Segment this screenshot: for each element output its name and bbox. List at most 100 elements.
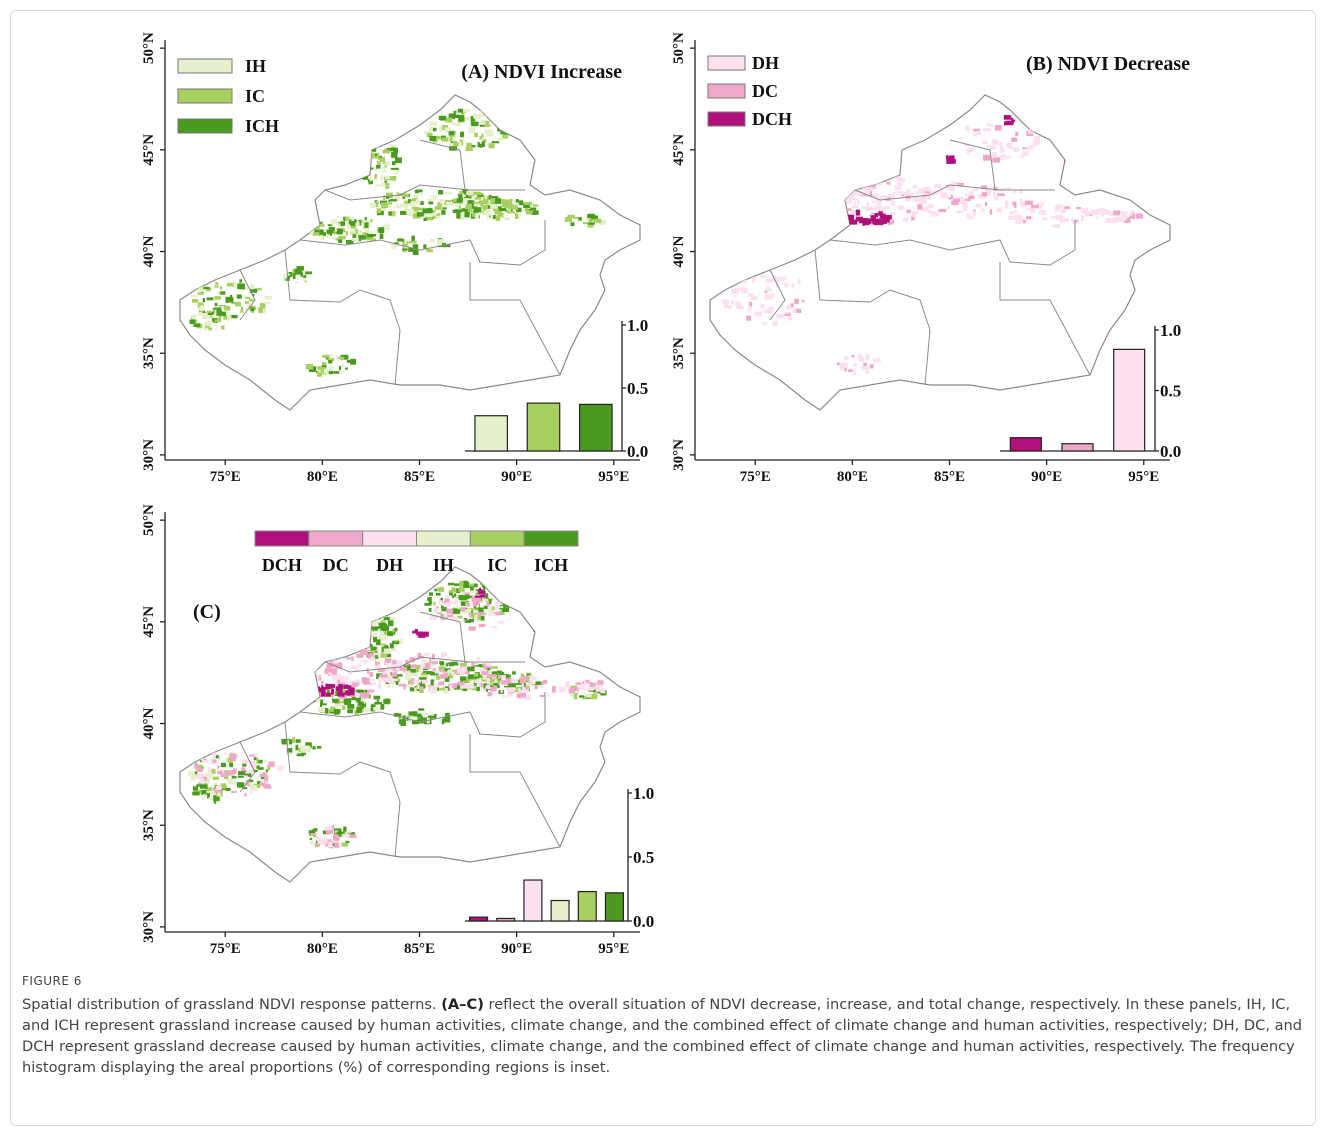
map-patch (388, 620, 393, 626)
map-patch (1026, 216, 1031, 219)
map-patch (967, 213, 971, 217)
map-patch (760, 275, 765, 278)
map-patch (202, 760, 208, 764)
map-patch (374, 633, 376, 636)
map-patch (312, 667, 314, 671)
map-patch (515, 213, 518, 219)
map-patch (590, 687, 596, 690)
map-patch (951, 195, 953, 200)
map-patch (463, 109, 470, 112)
map-patch (258, 760, 263, 764)
map-patch (338, 236, 346, 240)
map-patch (397, 660, 403, 665)
map-patch (518, 693, 526, 698)
map-patch (1033, 141, 1038, 146)
map-patch (840, 188, 843, 193)
map-patch (439, 126, 442, 132)
legend-swatch (470, 531, 524, 546)
map-patch (463, 619, 465, 621)
map-patch (481, 672, 488, 675)
map-patch (381, 626, 387, 630)
map-patch (192, 315, 197, 320)
map-patch (834, 203, 842, 209)
map-patch (295, 281, 299, 283)
bar (475, 416, 507, 451)
map-patch (446, 202, 453, 206)
map-patch (197, 292, 203, 294)
map-patch (870, 215, 875, 220)
map-patch (898, 178, 906, 181)
map-patch (992, 139, 999, 145)
map-patch (468, 619, 474, 622)
map-patch (985, 202, 987, 206)
map-patch (855, 179, 860, 184)
map-patch (993, 192, 996, 197)
x-tick-label: 75°E (210, 469, 241, 485)
bar (1010, 438, 1041, 451)
map-patch (371, 139, 378, 144)
map-patch (313, 653, 315, 657)
map-patch (342, 834, 350, 837)
map-patch (498, 606, 503, 608)
map-patch (1005, 156, 1011, 158)
map-patch (310, 840, 314, 844)
map-patch (337, 229, 343, 235)
x-tick-label: 85°E (404, 941, 435, 957)
y-tick-label: 40°N (141, 707, 157, 739)
map-patch (871, 175, 875, 178)
map-patch (1015, 218, 1022, 223)
map-patch (492, 141, 499, 143)
map-patch (544, 631, 550, 636)
map-patch (456, 112, 462, 114)
map-patch (410, 202, 416, 207)
panel-title: (A) NDVI Increase (461, 61, 622, 83)
map-patch (438, 587, 445, 592)
map-patch (426, 249, 433, 252)
map-patch (423, 244, 426, 248)
map-patch (501, 680, 507, 684)
map-patch (209, 797, 214, 800)
map-patch (873, 358, 881, 362)
map-patch (311, 678, 313, 683)
map-patch (278, 766, 284, 771)
bar (524, 880, 542, 921)
map-patch (304, 659, 311, 661)
map-patch (206, 311, 211, 313)
legend-label: IH (245, 56, 266, 76)
map-patch (464, 117, 470, 121)
map-patch (228, 770, 235, 775)
map-patch (245, 301, 249, 304)
map-patch (906, 210, 911, 213)
map-patch (449, 662, 454, 666)
map-patch (385, 658, 391, 663)
map-patch (368, 145, 375, 149)
map-patch (230, 295, 232, 299)
map-patch (413, 250, 419, 255)
map-patch (417, 212, 424, 216)
map-patch (584, 681, 587, 685)
map-patch (832, 190, 839, 196)
map-patch (447, 615, 453, 618)
map-patch (599, 686, 603, 688)
map-patch (384, 699, 391, 704)
map-patch (499, 590, 504, 596)
map-patch (337, 674, 340, 676)
map-patch (402, 204, 408, 207)
map-patch (316, 837, 319, 841)
map-patch (458, 142, 461, 147)
map-patch (940, 191, 943, 194)
map-patch (380, 233, 384, 239)
map-patch (435, 671, 440, 674)
map-patch (587, 214, 594, 218)
map-patch (330, 659, 333, 665)
map-patch (352, 234, 356, 238)
map-patch (314, 828, 318, 831)
map-patch (214, 296, 221, 300)
map-patch (854, 201, 856, 206)
map-patch (191, 775, 196, 780)
map-patch (478, 212, 486, 215)
map-patch (439, 116, 446, 120)
map-patch (397, 239, 404, 242)
map-patch (511, 123, 513, 125)
map-patch (468, 626, 475, 630)
